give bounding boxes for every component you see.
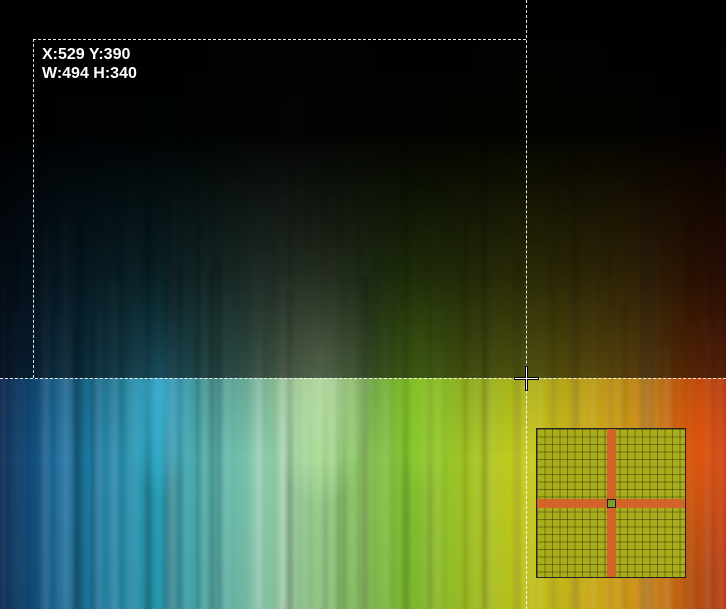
capture-readout: X:529 Y:390 W:494 H:340 (42, 45, 137, 83)
magnifier-loupe (536, 428, 686, 578)
horizontal-guide-line (0, 378, 726, 379)
magnifier-center-pixel (607, 499, 616, 508)
vertical-guide-line (526, 0, 527, 609)
crosshair-icon (514, 366, 539, 391)
position-readout: X:529 Y:390 (42, 46, 131, 63)
size-readout: W:494 H:340 (42, 65, 137, 82)
dimmed-region-overlay (0, 0, 726, 378)
selection-rectangle[interactable] (33, 39, 526, 378)
